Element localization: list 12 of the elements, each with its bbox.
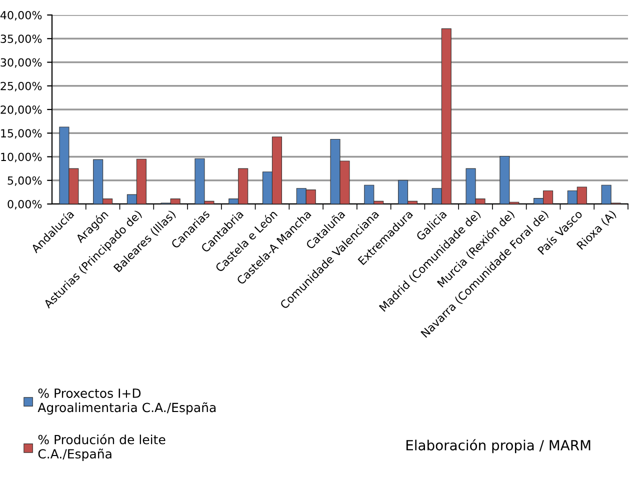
y-tick-label: 0,00% [8,200,42,210]
y-tick-label: 15,00% [1,129,42,139]
y-tick-label: 20,00% [0,105,42,116]
y-tick-label: 10,00% [1,152,42,162]
legend-label: % Proxectos I+D Agroalimentaria C.A./España [38,388,216,415]
y-tick-label: 25,00% [0,82,42,92]
y-tick-label: 35,00% [0,34,42,44]
y-tick-label: 5,00% [8,176,42,186]
y-tick-label: 30,00% [0,58,42,68]
y-tick-label: 40,00% [0,10,42,21]
text: Elaboración propia / MARM [406,439,590,454]
legend-label: % Produción de leite C.A./España [38,434,166,461]
